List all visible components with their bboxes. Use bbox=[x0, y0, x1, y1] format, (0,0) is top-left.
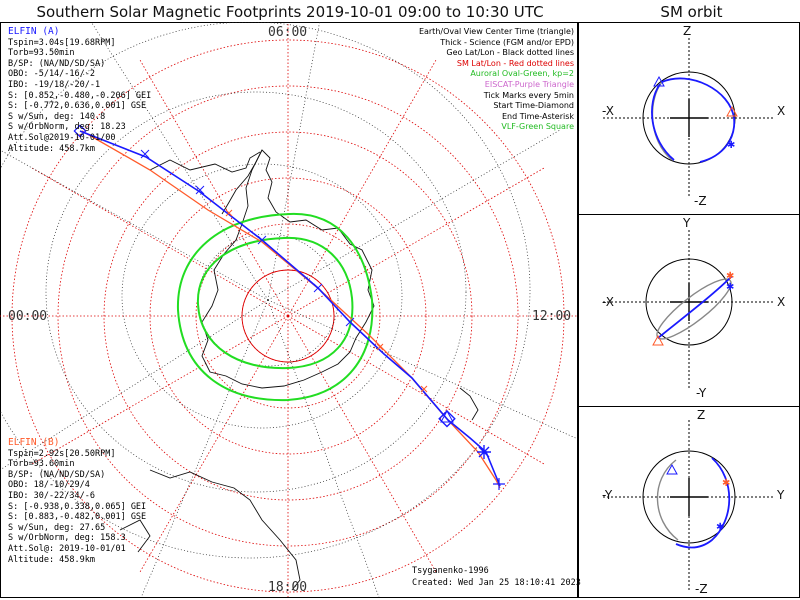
legend-item: End Time-Asterisk bbox=[501, 111, 574, 121]
elfin-a-info: ELFIN (A) Tspin=3.04s[19.68RPM] Torb=93.… bbox=[8, 26, 152, 154]
elfin-b-line: Tspin=2.92s[20.50RPM] bbox=[8, 448, 116, 459]
elfin-b-line: IBO: 30/-22/34/-6 bbox=[8, 490, 95, 501]
elfin-a-line: IBO: -19/18/-20/-1 bbox=[8, 79, 101, 90]
sm-lon-spokes bbox=[0, 22, 577, 597]
antarctica-coastline bbox=[201, 149, 375, 389]
elfin-b-footprint-track bbox=[81, 130, 501, 489]
elfin-a-line: B/SP: (NA/ND/SD/SA) bbox=[8, 58, 106, 69]
orbit3-left-label: -Y bbox=[602, 488, 613, 502]
legend-item: Auroral Oval-Green, kp=2 bbox=[470, 69, 574, 79]
elfin-a-line: S w/OrbNorm, deg: 18.23 bbox=[8, 122, 126, 133]
map-frame bbox=[0, 22, 578, 598]
orbit-panel-yz: ✱ ✱ bbox=[603, 420, 775, 592]
elfin-b-line: S w/OrbNorm, deg: 158.3 bbox=[8, 533, 126, 544]
elfin-a-line: S: [-0.772,0.636,0.001] GSE bbox=[8, 101, 147, 112]
mlt-label-right: 12:00 bbox=[532, 309, 572, 324]
view-center-triangle bbox=[440, 409, 454, 423]
elfin-b-line: S: [0.883,-0.482,0.001] GSE bbox=[8, 512, 147, 523]
geo-grid bbox=[0, 22, 577, 597]
polar-map bbox=[0, 22, 577, 597]
elfin-a-line: Att.Sol@2019-10-01/00 bbox=[8, 132, 116, 143]
orbit2-left-label: -X bbox=[602, 295, 614, 309]
orbit2-right-label: X bbox=[777, 295, 786, 309]
south-america-coastline bbox=[149, 151, 261, 173]
new-zealand-coastline bbox=[459, 387, 479, 421]
elfin-b-info: ELFIN (B) Tspin=2.92s[20.50RPM] Torb=93.… bbox=[8, 437, 147, 565]
elfin-a-tick-marks bbox=[140, 149, 355, 327]
orbit3-bottom-label: -Z bbox=[695, 582, 708, 596]
map-legend: Earth/Oval View Center Time (triangle) T… bbox=[419, 27, 574, 133]
elfin-b-end-asterisk bbox=[493, 478, 505, 490]
elfin-a-line: S w/Sun, deg: 140.8 bbox=[8, 111, 106, 122]
elfin-b-line: S w/Sun, deg: 27.65 bbox=[8, 522, 106, 533]
orbit3-top-label: Z bbox=[697, 408, 706, 422]
legend-item: Geo Lat/Lon - Black dotted lines bbox=[446, 48, 574, 58]
legend-item: EISCAT-Purple Triangle bbox=[484, 79, 574, 89]
orbit-panel-title: SM orbit bbox=[660, 3, 723, 21]
orbit2-top-label: Y bbox=[683, 216, 691, 230]
elfin-b-line: B/SP: (NA/ND/SD/SA) bbox=[8, 469, 106, 480]
legend-item: Thick - Science (FGM and/or EPD) bbox=[440, 37, 574, 47]
svg-text:✱: ✱ bbox=[726, 271, 734, 282]
legend-item: VLF-Green Square bbox=[501, 122, 574, 132]
australia-coastline bbox=[149, 469, 301, 591]
svg-text:✱: ✱ bbox=[727, 140, 735, 151]
elfin-a-start-diamond bbox=[73, 124, 87, 138]
legend-item: SM Lat/Lon - Red dotted lines bbox=[456, 58, 574, 68]
elfin-a-end-asterisk bbox=[477, 445, 491, 459]
orbit-panel-xz: ✱ bbox=[603, 38, 775, 198]
elfin-b-line: Altitude: 458.9km bbox=[8, 554, 95, 565]
auroral-oval-outer bbox=[176, 212, 374, 402]
orbit1-right-label: X bbox=[777, 104, 786, 118]
africa-coastline bbox=[119, 519, 151, 553]
elfin-b-line: S: [-0.938,0.338,0.065] GEI bbox=[8, 501, 147, 512]
elfin-b-header: ELFIN (B) bbox=[8, 437, 60, 448]
orbit3-right-label: Y bbox=[777, 488, 785, 502]
orbit1-bottom-label: -Z bbox=[694, 194, 707, 208]
orbit2-bottom-label: -Y bbox=[696, 386, 707, 400]
svg-text:✱: ✱ bbox=[726, 282, 734, 293]
mlt-label-top: 06:00 bbox=[268, 25, 308, 40]
model-label: Tsyganenko-1996 bbox=[412, 566, 489, 576]
auroral-oval-inner bbox=[196, 236, 354, 370]
elfin-a-line: Torb=93.50min bbox=[8, 48, 75, 59]
elfin-a-line: Tspin=3.04s[19.68RPM] bbox=[8, 37, 116, 48]
orbit1-top-label: Z bbox=[683, 24, 692, 38]
orbit-panel-xy: ✱ ✱ bbox=[603, 230, 775, 390]
svg-text:✱: ✱ bbox=[716, 522, 724, 533]
elfin-b-line: Att.Sol@: 2019-10-01/01 bbox=[8, 543, 126, 554]
legend-item: Tick Marks every 5min bbox=[483, 90, 574, 100]
elfin-a-footprint-track bbox=[79, 130, 501, 487]
plot-title: Southern Solar Magnetic Footprints 2019-… bbox=[36, 3, 544, 21]
orbit1-left-label: -X bbox=[602, 104, 614, 118]
mlt-label-bottom: 18:00 bbox=[268, 580, 308, 595]
elfin-a-header: ELFIN (A) bbox=[8, 26, 60, 37]
elfin-b-tick-marks bbox=[225, 209, 428, 393]
created-label: Created: Wed Jan 25 18:10:41 2023 bbox=[412, 578, 581, 588]
legend-item: Start Time-Diamond bbox=[493, 101, 574, 111]
svg-text:✱: ✱ bbox=[722, 478, 730, 489]
legend-item: Earth/Oval View Center Time (triangle) bbox=[418, 27, 574, 36]
elfin-b-line: Torb=93.60min bbox=[8, 459, 75, 470]
elfin-a-line: OBO: -5/14/-16/-2 bbox=[8, 69, 95, 80]
elfin-a-line: Altitude: 458.7km bbox=[8, 143, 95, 154]
antarctic-peninsula bbox=[221, 149, 263, 215]
elfin-a-line: S: [0.852,-0.480,-0.206] GEI bbox=[8, 90, 152, 101]
mlt-label-left: 00:00 bbox=[8, 309, 48, 324]
elfin-a-view-diamond bbox=[438, 409, 456, 428]
elfin-b-line: OBO: 18/-10/29/4 bbox=[8, 480, 90, 491]
